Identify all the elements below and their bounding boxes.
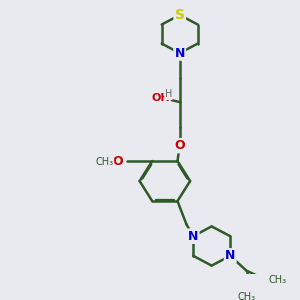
Text: CH₃: CH₃ (238, 292, 256, 300)
Text: O: O (174, 139, 185, 152)
Text: CH₃: CH₃ (96, 157, 114, 166)
Text: OH: OH (151, 93, 170, 103)
Text: H: H (165, 89, 172, 100)
Text: S: S (175, 8, 185, 22)
Text: N: N (188, 230, 198, 243)
Text: CH₃: CH₃ (269, 275, 287, 285)
Text: O: O (113, 154, 123, 167)
Text: N: N (175, 46, 185, 60)
Text: N: N (225, 249, 236, 262)
